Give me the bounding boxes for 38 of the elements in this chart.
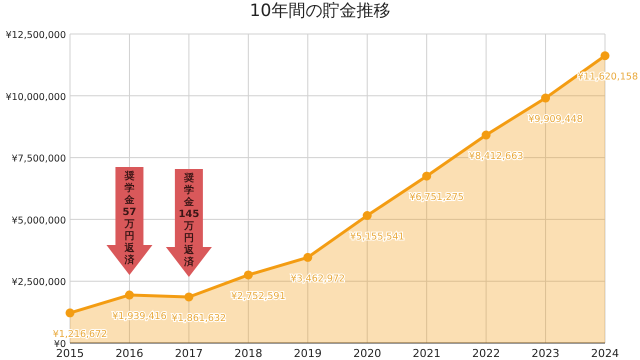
y-tick-label: ¥5,000,000 [12, 215, 66, 226]
x-tick-label: 2015 [56, 347, 84, 360]
point [184, 292, 194, 302]
point [422, 172, 432, 181]
y-tick-label: ¥0 [54, 339, 66, 350]
data-label: ¥11,620,158 [578, 72, 638, 83]
x-tick-label: 2016 [115, 347, 144, 360]
data-label: ¥3,462,972 [290, 273, 345, 284]
y-tick-label: ¥2,500,000 [12, 277, 66, 288]
x-tick-label: 2022 [472, 347, 500, 360]
point [244, 270, 253, 280]
x-tick-label: 2024 [591, 347, 619, 360]
point [541, 94, 550, 103]
x-tick-label: 2019 [294, 347, 322, 360]
data-label: ¥9,909,448 [528, 114, 583, 126]
y-tick-label: ¥7,500,000 [12, 154, 66, 165]
chart-title: 10年間の貯金推移 [250, 1, 390, 21]
x-tick-label: 2023 [532, 347, 560, 360]
point [600, 51, 610, 60]
point [124, 290, 134, 300]
data-label: ¥1,939,416 [112, 311, 167, 322]
point [303, 252, 312, 262]
y-tick-label: ¥12,500,000 [6, 30, 66, 41]
x-tick-label: 2017 [174, 347, 203, 360]
data-label: ¥5,155,541 [350, 232, 404, 243]
point [66, 308, 74, 318]
data-label: ¥6,751,275 [409, 192, 464, 204]
data-label: ¥1,861,632 [172, 312, 226, 324]
y-tick-label: ¥10,000,000 [6, 92, 66, 103]
point [362, 211, 372, 220]
annotation: 奨学金145万円返済 [178, 172, 200, 268]
point [482, 130, 491, 140]
x-tick-label: 2018 [234, 347, 262, 360]
data-label: ¥8,412,663 [468, 151, 524, 162]
annotation: 奨学金57万円返済 [122, 170, 136, 266]
x-tick-label: 2020 [353, 347, 382, 360]
data-label: ¥2,752,591 [231, 290, 286, 302]
x-tick-label: 2021 [412, 347, 441, 360]
